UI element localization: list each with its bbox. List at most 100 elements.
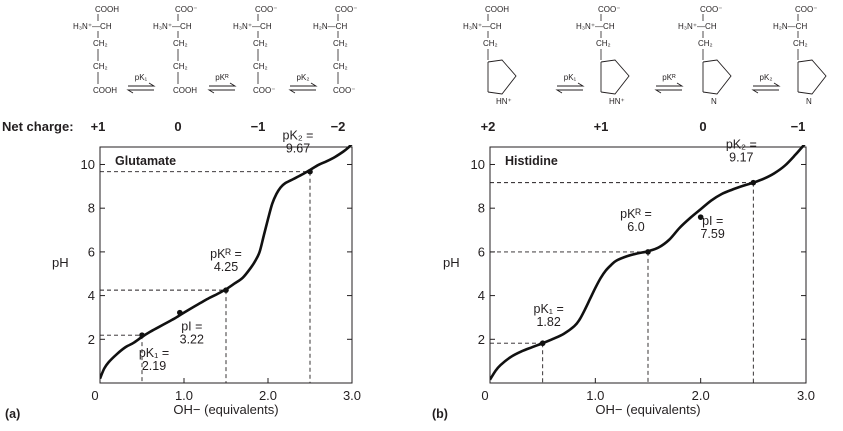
point-label-value: 9.67	[286, 142, 310, 156]
point-marker	[177, 309, 183, 316]
side-chain-group: CH₂	[483, 39, 498, 48]
point-label-value: 2.19	[142, 359, 166, 373]
panel-label: (a)	[5, 407, 20, 421]
point-marker	[539, 340, 546, 347]
equilibrium-label: pKᴿ	[662, 73, 676, 82]
reverse-arrow	[207, 89, 235, 94]
y-axis-label: pH	[443, 255, 460, 270]
y-tick-label: 8	[88, 201, 95, 216]
panel-label: (b)	[432, 407, 448, 421]
x-tick-label: 2.0	[259, 388, 277, 403]
reverse-arrow	[751, 89, 779, 94]
ring-nitrogen: HN⁺	[496, 97, 512, 106]
alpha-carboxyl: COO⁻	[700, 5, 722, 14]
species-structure: COO⁻ H₂N—CH CH₂ CH₂ COO⁻ −2	[313, 5, 357, 134]
point-label-name: pK₂ =	[283, 129, 314, 143]
equilibrium-arrow: pK₂	[751, 73, 781, 94]
imidazole-ring	[797, 59, 827, 95]
species-structure: COO⁻ H₃N⁺—CH CH₂ CH₂ COOH 0	[153, 5, 197, 134]
point-label-name: pI =	[702, 214, 723, 228]
species-structure: COO⁻ H₂N—CH CH₂ N −1	[773, 5, 827, 134]
equilibrium-arrow: pK₁	[126, 73, 156, 94]
equilibrium-arrow: pK₂	[288, 73, 318, 94]
net-charge-value: −1	[251, 119, 266, 134]
y-tick-label: 6	[478, 244, 485, 259]
point-label-value: 3.22	[180, 333, 204, 347]
ring-nitrogen: HN⁺	[609, 97, 625, 106]
alpha-amine: H₂N—CH	[313, 22, 347, 31]
net-charge-label: Net charge:	[2, 119, 74, 134]
imidazole-ring	[600, 59, 630, 95]
reverse-arrow	[288, 89, 316, 94]
alpha-amine: H₃N⁺—CH	[73, 22, 112, 31]
point-label-value: 4.25	[214, 260, 238, 274]
side-chain-group: CH₂	[698, 39, 713, 48]
alpha-amine: H₃N⁺—CH	[233, 22, 272, 31]
x-tick-label: 0	[481, 388, 488, 403]
alpha-amine: H₂N—CH	[773, 22, 807, 31]
point-label-name: pK₁ =	[534, 302, 564, 316]
point-label-value: 7.59	[700, 227, 724, 241]
forward-arrow	[557, 82, 585, 87]
side-chain-group: CH₂	[173, 62, 188, 71]
net-charge-value: 0	[699, 119, 706, 134]
forward-arrow	[128, 82, 156, 87]
alpha-carboxyl: COOH	[485, 5, 509, 14]
reverse-arrow	[126, 89, 154, 94]
species-structure: COO⁻ H₃N⁺—CH CH₂ CH₂ COO⁻ −1	[233, 5, 277, 134]
x-tick-label: 1.0	[586, 388, 604, 403]
side-chain-group: CH₂	[793, 39, 808, 48]
equilibrium-arrow: pK₁	[555, 73, 585, 94]
ring-nitrogen: N	[711, 97, 717, 106]
point-label-value: 9.17	[729, 151, 753, 165]
reverse-arrow	[555, 89, 583, 94]
equilibrium-label: pK₂	[297, 73, 310, 82]
net-charge-value: +1	[91, 119, 106, 134]
equilibrium-label: pK₁	[135, 73, 148, 82]
net-charge-value: −2	[331, 119, 346, 134]
alpha-amine: H₃N⁺—CH	[463, 22, 502, 31]
y-axis-label: pH	[52, 255, 69, 270]
side-chain-group: CH₂	[93, 39, 108, 48]
net-charge-value: −1	[791, 119, 806, 134]
point-marker	[223, 287, 229, 293]
side-chain-group: CH₂	[173, 39, 188, 48]
side-chain-group: COOH	[93, 86, 117, 95]
net-charge-value: +1	[594, 119, 609, 134]
forward-arrow	[209, 82, 237, 87]
x-tick-label: 1.0	[175, 388, 193, 403]
forward-arrow	[656, 82, 684, 87]
side-chain-group: COOH	[173, 86, 197, 95]
side-chain-group: CH₂	[253, 39, 268, 48]
plot-frame	[489, 146, 807, 384]
point-label-value: 1.82	[536, 315, 560, 329]
alpha-amine: H₃N⁺—CH	[153, 22, 192, 31]
point-marker	[750, 179, 757, 186]
species-structure: COOH H₃N⁺—CH CH₂ HN⁺ +2	[463, 5, 517, 134]
point-marker	[307, 168, 313, 175]
species-structure: COO⁻ H₃N⁺—CH CH₂ N 0	[678, 5, 732, 134]
point-label-name: pK₁ =	[139, 346, 169, 360]
point-label-name: pKᴿ =	[620, 207, 652, 221]
alpha-carboxyl: COOH	[95, 5, 119, 14]
alpha-carboxyl: COO⁻	[175, 5, 197, 14]
side-chain-group: CH₂	[253, 62, 268, 71]
point-marker	[697, 214, 704, 220]
side-chain-group: COO⁻	[333, 86, 355, 95]
point-marker	[139, 332, 145, 338]
y-tick-label: 10	[81, 157, 95, 172]
imidazole-ring	[487, 59, 517, 95]
x-tick-label: 2.0	[692, 388, 710, 403]
point-label-name: pKᴿ =	[210, 247, 242, 261]
species-structure: COO⁻ H₃N⁺—CH CH₂ HN⁺ +1	[576, 5, 630, 134]
forward-arrow	[753, 82, 781, 87]
side-chain-group: COO⁻	[253, 86, 275, 95]
ring-nitrogen: N	[806, 97, 812, 106]
equilibrium-arrow: pKᴿ	[207, 73, 237, 94]
y-tick-label: 2	[478, 332, 485, 347]
chart-title: Glutamate	[115, 154, 176, 168]
side-chain-group: CH₂	[596, 39, 611, 48]
y-tick-label: 2	[88, 332, 95, 347]
alpha-carboxyl: COO⁻	[598, 5, 620, 14]
chart-title: Histidine	[505, 154, 558, 168]
